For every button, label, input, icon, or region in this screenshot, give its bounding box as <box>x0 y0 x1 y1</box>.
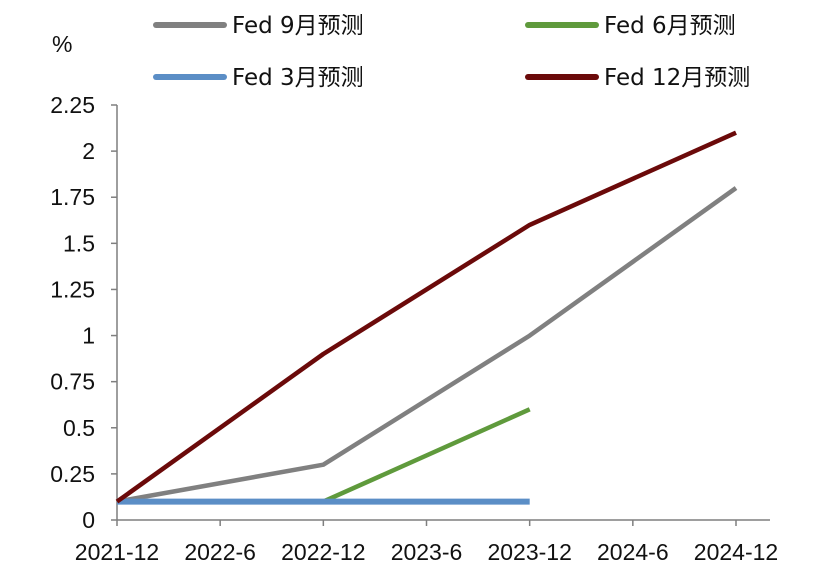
y-tick-label: 2.25 <box>50 92 95 118</box>
series-line-1 <box>116 186 738 504</box>
y-tick-label: 2 <box>82 138 95 164</box>
y-tick-label: 1.5 <box>63 230 95 256</box>
legend-label: Fed 12月预测 <box>604 65 750 91</box>
series-layer <box>115 130 738 505</box>
x-tick-label: 2024-12 <box>694 539 778 565</box>
y-tick-label: 0.25 <box>50 461 95 487</box>
x-tick-label: 2022-12 <box>281 539 365 565</box>
x-tick-label: 2022-6 <box>184 539 256 565</box>
axes: 0 0.25 0.5 0.75 1 1.25 1.5 1.75 2 2.25 2021-12 2022… <box>50 92 778 565</box>
y-tick-label: 1.25 <box>50 276 95 302</box>
series-line-4 <box>115 130 737 504</box>
y-tick-label: 0.5 <box>63 415 95 441</box>
x-tick-label: 2024-6 <box>597 539 669 565</box>
y-unit-label: % <box>52 31 72 57</box>
legend-label: Fed 3月预测 <box>232 65 364 91</box>
y-tick-label: 1.75 <box>50 184 95 210</box>
legend: Fed 9月预测 Fed 6月预测 Fed 3月预测 Fed 12月预测 <box>153 13 750 91</box>
legend-label: Fed 6月预测 <box>604 13 736 39</box>
y-tick-label: 0 <box>82 507 95 533</box>
x-tick-label: 2023-6 <box>391 539 463 565</box>
y-tick-label: 1 <box>82 323 95 349</box>
x-tick-label: 2023-12 <box>487 539 571 565</box>
x-tick-label: 2021-12 <box>75 539 159 565</box>
y-tick-label: 0.75 <box>50 369 95 395</box>
legend-label: Fed 9月预测 <box>232 13 364 39</box>
